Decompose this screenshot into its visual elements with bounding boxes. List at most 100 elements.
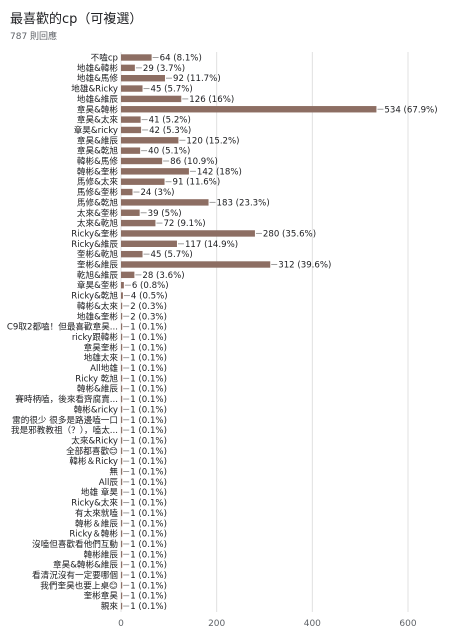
bar	[121, 209, 140, 216]
bar	[121, 333, 123, 341]
bar	[121, 457, 123, 465]
bar	[121, 551, 123, 558]
bar	[121, 468, 123, 475]
bar	[121, 219, 156, 227]
bar	[121, 375, 123, 382]
category-label: 章昊&乾旭	[77, 145, 118, 157]
bar	[121, 95, 182, 103]
bar	[121, 313, 123, 320]
bar	[121, 592, 123, 599]
value-label: 1 (0.1%)	[130, 436, 167, 446]
bar	[121, 240, 177, 247]
value-label: 29 (3.7%)	[143, 64, 185, 74]
value-label: 1 (0.1%)	[130, 416, 167, 426]
category-label: 章昊&韓彬&維辰	[53, 559, 118, 571]
value-label: 1 (0.1%)	[130, 343, 167, 353]
bar	[121, 323, 123, 330]
value-label: 1 (0.1%)	[130, 550, 167, 560]
value-label: 183 (23.3%)	[217, 198, 270, 208]
bar	[121, 178, 165, 185]
category-label: 地雄&Ricky	[71, 83, 118, 95]
bar	[121, 344, 123, 351]
category-label: 韓彬＆Ricky	[69, 455, 118, 467]
category-label: 地雄 章昊	[81, 486, 119, 498]
category-label: 地雄&韓彬	[77, 62, 118, 74]
value-label: 1 (0.1%)	[130, 468, 167, 478]
bar	[121, 447, 123, 454]
category-label: 賽時柄嗑，後來看齊腐賣...	[15, 393, 118, 405]
bar	[121, 520, 123, 527]
bar	[121, 499, 123, 506]
category-label: 看清況沒有一定要哪個	[32, 569, 118, 581]
bar	[121, 540, 123, 548]
category-label: 馬修&乾旭	[77, 196, 118, 208]
bar	[121, 437, 123, 444]
category-label: All辰	[99, 477, 119, 488]
value-label: 1 (0.1%)	[130, 395, 167, 405]
category-label: 不嗑cp	[91, 53, 118, 64]
bar	[121, 530, 123, 537]
category-label: All地雄	[90, 362, 118, 374]
bar	[121, 106, 377, 113]
value-label: 126 (16%)	[189, 95, 234, 105]
x-tick-label: 400	[304, 619, 321, 629]
value-label: 1 (0.1%)	[130, 374, 167, 384]
bar	[121, 406, 123, 413]
value-label: 120 (15.2%)	[186, 136, 239, 146]
category-label: 奎彬章昊	[84, 590, 119, 602]
category-label: Ricky&太來	[71, 497, 118, 509]
bar	[121, 282, 124, 289]
category-label: 韓彬維辰	[84, 548, 119, 560]
bar	[121, 385, 123, 392]
value-label: 1 (0.1%)	[130, 592, 167, 602]
bar	[121, 250, 143, 258]
response-count: 787 則回應	[10, 32, 58, 42]
bar	[121, 395, 123, 403]
bar	[121, 199, 209, 206]
value-label: 1 (0.1%)	[130, 571, 167, 581]
value-label: 86 (10.9%)	[170, 157, 218, 167]
bar	[121, 168, 189, 175]
category-label: 我們奎昊也要上桌😊	[40, 579, 118, 591]
category-label: 地雄&維辰	[77, 93, 118, 105]
value-label: 1 (0.1%)	[130, 540, 167, 550]
value-label: 1 (0.1%)	[130, 323, 167, 333]
x-tick-label: 600	[399, 619, 416, 629]
value-label: 1 (0.1%)	[130, 478, 167, 488]
category-label: 有太來就嗑	[75, 507, 118, 519]
bar	[121, 230, 255, 237]
category-label: 親來	[101, 600, 119, 612]
category-label: 地雄太來	[84, 352, 119, 364]
value-label: 72 (9.1%)	[163, 219, 205, 229]
category-label: 乾旭&維辰	[77, 269, 118, 281]
category-label: 馬修&太來	[77, 176, 118, 188]
value-label: 1 (0.1%)	[130, 581, 167, 591]
bar	[121, 116, 141, 123]
value-label: 1 (0.1%)	[130, 561, 167, 571]
category-label: 韓彬&馬修	[77, 155, 118, 167]
value-label: 1 (0.1%)	[130, 530, 167, 540]
value-label: 1 (0.1%)	[130, 457, 167, 467]
category-label: 我是邪教教祖（？），嗑太...	[11, 424, 118, 436]
bar	[121, 157, 163, 165]
category-label: 全部都喜歡😊	[66, 445, 118, 457]
bar	[121, 571, 123, 579]
category-label: 章昊&奎彬	[77, 279, 118, 291]
bar	[121, 292, 123, 299]
category-label: 地雄&奎彬	[77, 310, 118, 322]
value-label: 1 (0.1%)	[130, 405, 167, 415]
value-label: 4 (0.5%)	[131, 292, 168, 302]
value-label: 92 (11.7%)	[173, 74, 221, 84]
category-label: 奎彬&乾旭	[77, 248, 118, 260]
x-tick-label: 0	[118, 619, 124, 629]
value-label: 24 (3%)	[140, 188, 174, 198]
bar	[121, 561, 123, 568]
bar	[121, 489, 123, 496]
category-label: 沒嗑但喜歡看他們互動	[32, 538, 118, 550]
bar	[121, 261, 271, 268]
category-label: 韓彬&太來	[77, 300, 118, 312]
value-label: 1 (0.1%)	[130, 447, 167, 457]
value-label: 91 (11.6%)	[173, 178, 221, 188]
category-label: 太來&奎彬	[77, 207, 118, 219]
